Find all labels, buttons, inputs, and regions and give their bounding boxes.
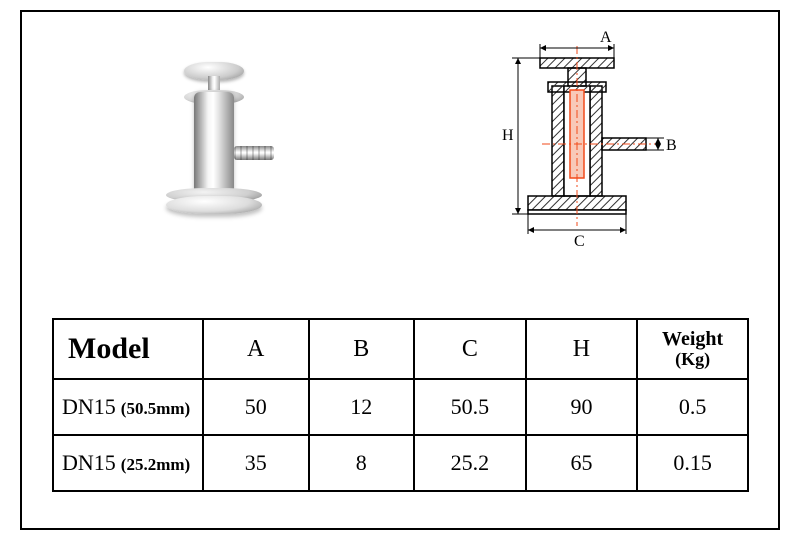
table-row: DN15 (25.2mm) 35 8 25.2 65 0.15 — [53, 435, 748, 491]
col-c: C — [414, 319, 526, 379]
diagram-label-a: A — [600, 30, 612, 46]
col-b: B — [309, 319, 415, 379]
cell-model: DN15 (50.5mm) — [53, 379, 203, 435]
cell-w: 0.15 — [637, 435, 748, 491]
model-paren: (50.5mm) — [121, 399, 190, 418]
cell-c: 25.2 — [414, 435, 526, 491]
table-row: DN15 (50.5mm) 50 12 50.5 90 0.5 — [53, 379, 748, 435]
weight-unit: (Kg) — [639, 350, 746, 370]
col-h: H — [526, 319, 638, 379]
col-model: Model — [53, 319, 203, 379]
cell-a: 50 — [203, 379, 309, 435]
cell-h: 90 — [526, 379, 638, 435]
spec-table: Model A B C H Weight (Kg) DN15 (50.5mm) … — [52, 318, 749, 492]
table-header-row: Model A B C H Weight (Kg) — [53, 319, 748, 379]
model-paren: (25.2mm) — [121, 455, 190, 474]
cell-b: 8 — [309, 435, 415, 491]
model-prefix: DN15 — [62, 450, 116, 475]
cell-b: 12 — [309, 379, 415, 435]
cell-w: 0.5 — [637, 379, 748, 435]
col-weight: Weight (Kg) — [637, 319, 748, 379]
cell-h: 65 — [526, 435, 638, 491]
diagram-label-c: C — [574, 233, 585, 250]
product-body — [194, 92, 234, 202]
diagram-label-b: B — [666, 137, 677, 154]
dimension-diagram: A H B C — [482, 30, 742, 250]
cell-a: 35 — [203, 435, 309, 491]
cell-model: DN15 (25.2mm) — [53, 435, 203, 491]
product-barb — [234, 146, 274, 160]
col-a: A — [203, 319, 309, 379]
cell-c: 50.5 — [414, 379, 526, 435]
product-image — [142, 34, 302, 234]
product-flange — [166, 196, 262, 214]
weight-label: Weight — [662, 328, 723, 350]
page-frame: A H B C Model A B C H Weigh — [20, 10, 780, 530]
model-prefix: DN15 — [62, 394, 116, 419]
diagram-label-h: H — [502, 127, 514, 144]
